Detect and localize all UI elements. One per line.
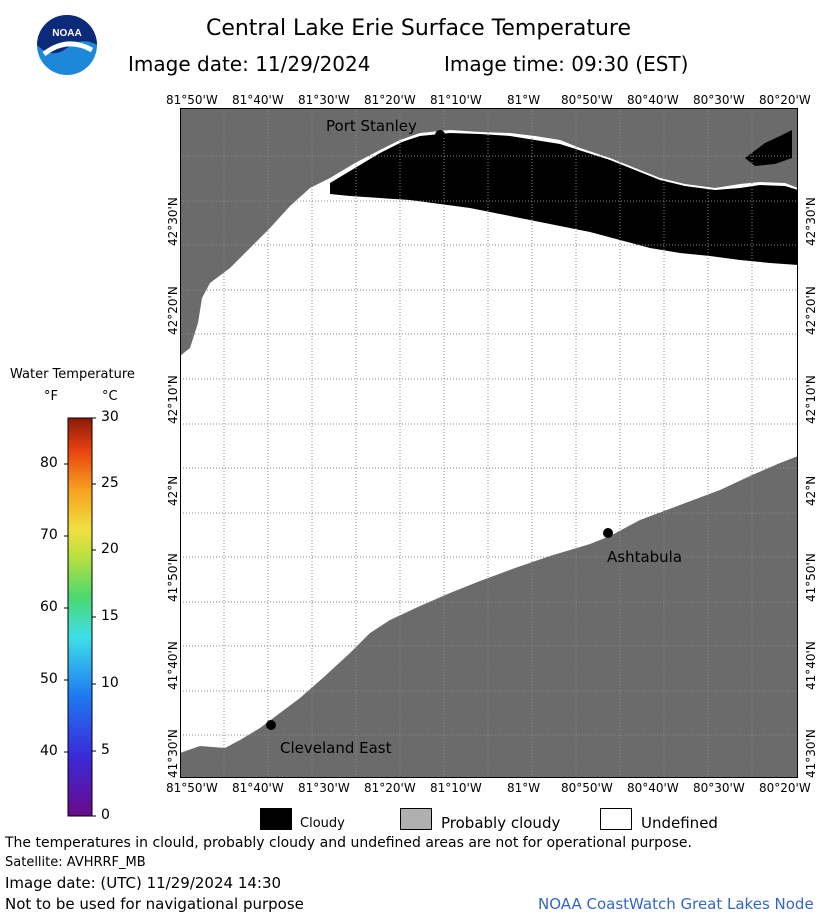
cloud-band xyxy=(330,133,798,265)
right-tick-label: 42°10'N xyxy=(804,375,818,424)
noaa-logo: NOAA xyxy=(37,15,97,75)
legend-swatch-probably-cloudy xyxy=(400,808,432,830)
top-tick-label: 81°10'W xyxy=(430,93,482,107)
footer-utc-date: Image date: (UTC) 11/29/2024 14:30 xyxy=(5,874,282,892)
c-tick: 30 xyxy=(101,409,119,425)
cleveland-east-marker xyxy=(266,720,276,730)
f-tick: 80 xyxy=(40,455,58,471)
c-tick: 15 xyxy=(101,608,119,624)
place-label-cleveland-east: Cleveland East xyxy=(280,739,392,757)
footer-disclaimer: The temperatures in clould, probably clo… xyxy=(5,835,692,851)
right-tick-label: 42°30'N xyxy=(804,197,818,246)
legend-unit-f: °F xyxy=(44,389,58,404)
bottom-tick-label: 81°50'W xyxy=(166,781,218,795)
right-tick-label: 41°50'N xyxy=(804,553,818,602)
top-tick-label: 80°40'W xyxy=(627,93,679,107)
f-tick: 40 xyxy=(40,743,58,759)
f-tick: 60 xyxy=(40,599,58,615)
f-tick: 50 xyxy=(40,671,58,687)
place-label-port-stanley: Port Stanley xyxy=(326,117,417,135)
bottom-tick-label: 81°20'W xyxy=(364,781,416,795)
graticule xyxy=(180,108,798,778)
left-tick-label: 42°30'N xyxy=(166,197,180,246)
ashtabula-marker xyxy=(603,528,613,538)
c-tick: 20 xyxy=(101,541,119,557)
top-tick-label: 80°20'W xyxy=(759,93,811,107)
top-tick-label: 81°30'W xyxy=(298,93,350,107)
left-tick-label: 41°50'N xyxy=(166,553,180,602)
f-tick: 70 xyxy=(40,527,58,543)
image-time: Image time: 09:30 (EST) xyxy=(444,52,689,76)
right-tick-label: 41°30'N xyxy=(804,729,818,778)
bottom-tick-label: 81°40'W xyxy=(232,781,284,795)
bottom-tick-label: 81°30'W xyxy=(298,781,350,795)
legend-swatch-undefined xyxy=(600,808,632,830)
left-tick-label: 42°N xyxy=(166,475,180,506)
image-date: Image date: 11/29/2024 xyxy=(128,52,371,76)
right-tick-label: 42°20'N xyxy=(804,286,818,335)
left-tick-label: 42°10'N xyxy=(166,375,180,424)
port-stanley-marker xyxy=(435,130,445,140)
bottom-tick-label: 80°50'W xyxy=(561,781,613,795)
top-tick-label: 81°W xyxy=(507,93,541,107)
left-tick-label: 41°30'N xyxy=(166,729,180,778)
legend-swatch-cloudy xyxy=(260,808,292,830)
footer-navigation-warning: Not to be used for navigational purpose xyxy=(5,895,304,913)
noaa-logo-text: NOAA xyxy=(52,28,81,39)
footer-node: NOAA CoastWatch Great Lakes Node xyxy=(538,895,814,913)
top-tick-label: 81°50'W xyxy=(166,93,218,107)
legend-unit-c: °C xyxy=(102,389,118,404)
top-tick-label: 81°20'W xyxy=(364,93,416,107)
bottom-tick-label: 81°10'W xyxy=(430,781,482,795)
c-tick: 25 xyxy=(101,475,119,491)
left-tick-label: 41°40'N xyxy=(166,641,180,690)
footer-satellite: Satellite: AVHRRF_MB xyxy=(5,855,146,870)
legend-label-cloudy: Cloudy xyxy=(300,816,345,831)
right-tick-label: 42°N xyxy=(804,475,818,506)
bottom-tick-label: 81°W xyxy=(507,781,541,795)
bottom-tick-label: 80°40'W xyxy=(627,781,679,795)
right-tick-label: 41°40'N xyxy=(804,641,818,690)
map-frame xyxy=(180,108,798,778)
lake-erie-map xyxy=(180,108,798,778)
cloud-patch xyxy=(745,130,792,166)
temperature-color-bar xyxy=(64,417,96,817)
temp-legend-title: Water Temperature xyxy=(10,367,135,382)
land-ohio xyxy=(180,456,798,778)
bottom-tick-label: 80°20'W xyxy=(759,781,811,795)
c-tick: 5 xyxy=(101,742,110,758)
legend-label-probably-cloudy: Probably cloudy xyxy=(441,814,561,832)
land-ontario xyxy=(180,108,798,356)
c-tick: 10 xyxy=(101,675,119,691)
page-title: Central Lake Erie Surface Temperature xyxy=(205,16,632,41)
legend-label-undefined: Undefined xyxy=(641,814,718,832)
c-tick: 0 xyxy=(101,807,110,823)
left-tick-label: 42°20'N xyxy=(166,286,180,335)
place-label-ashtabula: Ashtabula xyxy=(607,548,683,566)
bottom-tick-label: 80°30'W xyxy=(693,781,745,795)
top-tick-label: 80°30'W xyxy=(693,93,745,107)
top-tick-label: 80°50'W xyxy=(561,93,613,107)
top-tick-label: 81°40'W xyxy=(232,93,284,107)
